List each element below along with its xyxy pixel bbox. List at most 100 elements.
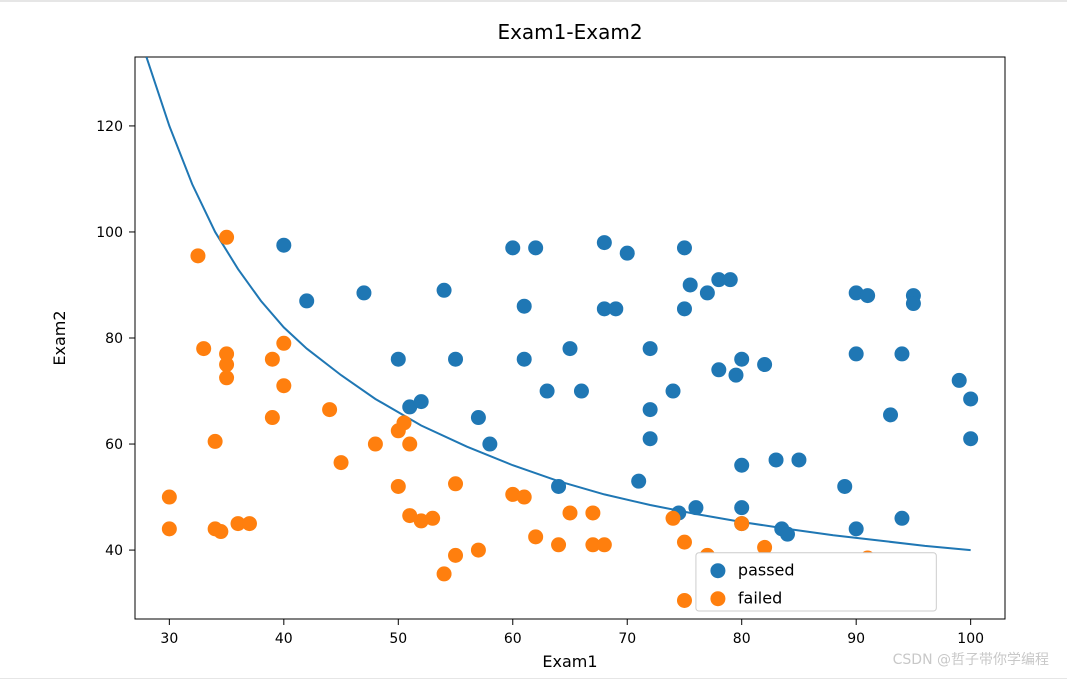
- watermark: CSDN @哲子带你学编程: [893, 649, 1049, 669]
- marker-passed: [620, 246, 635, 261]
- marker-passed: [666, 384, 681, 399]
- page-root: { "chart": { "type": "scatter", "title":…: [0, 0, 1067, 679]
- marker-passed: [437, 283, 452, 298]
- ytick-label: 80: [105, 331, 123, 347]
- marker-failed: [213, 524, 228, 539]
- ylabel: Exam2: [50, 310, 69, 365]
- marker-passed: [963, 391, 978, 406]
- marker-passed: [631, 474, 646, 489]
- marker-failed: [162, 521, 177, 536]
- marker-passed: [688, 500, 703, 515]
- marker-passed: [448, 352, 463, 367]
- marker-passed: [963, 431, 978, 446]
- marker-failed: [242, 516, 257, 531]
- legend-marker-failed: [710, 591, 725, 606]
- chart-title: Exam1-Exam2: [497, 20, 642, 44]
- legend-label-failed: failed: [738, 589, 782, 608]
- marker-failed: [391, 479, 406, 494]
- marker-failed: [517, 490, 532, 505]
- marker-failed: [368, 437, 383, 452]
- marker-passed: [517, 299, 532, 314]
- xlabel: Exam1: [542, 652, 597, 671]
- marker-failed: [276, 378, 291, 393]
- xtick-label: 60: [504, 631, 522, 647]
- marker-failed: [265, 410, 280, 425]
- marker-passed: [711, 362, 726, 377]
- legend-marker-passed: [710, 563, 725, 578]
- marker-failed: [597, 537, 612, 552]
- xtick-label: 80: [733, 631, 751, 647]
- marker-passed: [728, 368, 743, 383]
- marker-passed: [276, 238, 291, 253]
- xtick-label: 70: [618, 631, 636, 647]
- marker-passed: [677, 240, 692, 255]
- marker-failed: [190, 248, 205, 263]
- marker-passed: [894, 511, 909, 526]
- marker-passed: [517, 352, 532, 367]
- marker-passed: [757, 357, 772, 372]
- xtick-label: 100: [957, 631, 984, 647]
- marker-passed: [597, 235, 612, 250]
- marker-failed: [734, 516, 749, 531]
- marker-failed: [425, 511, 440, 526]
- marker-passed: [643, 341, 658, 356]
- marker-failed: [448, 548, 463, 563]
- marker-failed: [219, 370, 234, 385]
- legend-label-passed: passed: [738, 561, 795, 580]
- marker-passed: [356, 285, 371, 300]
- marker-failed: [471, 543, 486, 558]
- marker-passed: [849, 521, 864, 536]
- marker-passed: [551, 479, 566, 494]
- marker-failed: [402, 437, 417, 452]
- marker-failed: [219, 230, 234, 245]
- marker-failed: [322, 402, 337, 417]
- marker-passed: [643, 402, 658, 417]
- ytick-label: 120: [96, 119, 123, 135]
- marker-passed: [906, 296, 921, 311]
- marker-failed: [563, 505, 578, 520]
- marker-passed: [299, 293, 314, 308]
- marker-failed: [276, 336, 291, 351]
- marker-passed: [482, 437, 497, 452]
- marker-passed: [860, 288, 875, 303]
- marker-passed: [540, 384, 555, 399]
- marker-failed: [448, 476, 463, 491]
- marker-passed: [608, 301, 623, 316]
- xtick-label: 30: [160, 631, 178, 647]
- marker-failed: [334, 455, 349, 470]
- marker-passed: [837, 479, 852, 494]
- marker-passed: [574, 384, 589, 399]
- chart-svg: 30 40 50 60 70 80 90 100 40 60 80 100 120 Exam1 Exam2 E…: [0, 0, 1067, 679]
- marker-passed: [700, 285, 715, 300]
- marker-failed: [219, 357, 234, 372]
- marker-passed: [528, 240, 543, 255]
- marker-passed: [471, 410, 486, 425]
- marker-failed: [666, 511, 681, 526]
- marker-passed: [391, 352, 406, 367]
- marker-passed: [563, 341, 578, 356]
- marker-passed: [734, 500, 749, 515]
- plot-box: [135, 57, 1005, 619]
- marker-passed: [683, 277, 698, 292]
- xtick-label: 40: [275, 631, 293, 647]
- marker-failed: [265, 352, 280, 367]
- xtick-label: 90: [847, 631, 865, 647]
- marker-passed: [643, 431, 658, 446]
- ytick-label: 60: [105, 437, 123, 453]
- ytick-label: 100: [96, 225, 123, 241]
- ytick-label: 40: [105, 543, 123, 559]
- marker-passed: [723, 272, 738, 287]
- marker-passed: [734, 352, 749, 367]
- marker-failed: [437, 566, 452, 581]
- marker-passed: [952, 373, 967, 388]
- legend-box: [696, 553, 936, 611]
- marker-passed: [849, 346, 864, 361]
- marker-passed: [883, 407, 898, 422]
- marker-passed: [734, 458, 749, 473]
- marker-failed: [162, 490, 177, 505]
- marker-passed: [780, 527, 795, 542]
- marker-passed: [769, 452, 784, 467]
- marker-failed: [585, 505, 600, 520]
- marker-passed: [677, 301, 692, 316]
- xtick-label: 50: [389, 631, 407, 647]
